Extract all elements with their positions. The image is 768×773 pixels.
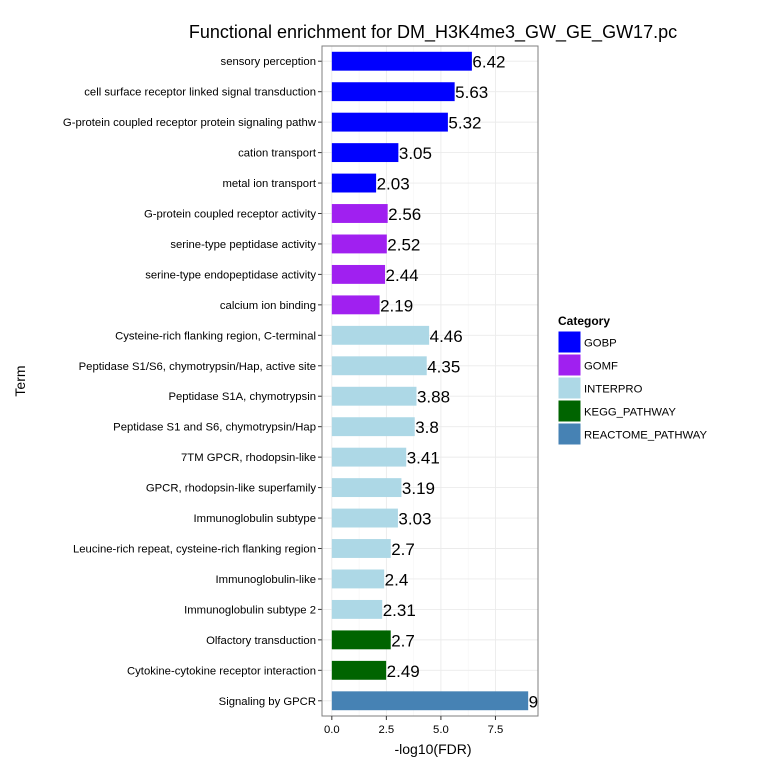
legend-swatch — [557, 422, 582, 446]
legend: Category GOBP GOMF INTERPRO KEGG_PATHWAY REAC… — [557, 314, 707, 446]
bar-value-label: 4.35 — [427, 357, 460, 376]
bar-value-label: 2.4 — [385, 570, 409, 589]
bar-value-label: 3.8 — [415, 418, 439, 437]
y-tick-label: 7TM GPCR, rhodopsin-like — [181, 452, 316, 464]
y-tick-label: cation transport — [238, 148, 317, 160]
y-tick-label: G-protein coupled receptor protein signa… — [63, 117, 317, 129]
y-tick-label: metal ion transport — [222, 178, 316, 190]
bar — [331, 295, 380, 315]
y-tick-label: Leucine-rich repeat, cysteine-rich flank… — [73, 544, 316, 556]
legend-entry-label: GOMF — [584, 361, 618, 373]
plot-area: 6.42 sensory perception 5.63 cell surface r… — [63, 45, 539, 736]
bar-value-label: 2.7 — [391, 631, 415, 650]
bar — [331, 325, 430, 345]
legend-swatch — [557, 330, 582, 354]
bar-value-label: 5.32 — [448, 114, 481, 133]
y-tick-label: G-protein coupled receptor activity — [144, 209, 316, 221]
x-tick-label: 0.0 — [324, 724, 340, 736]
bar-value-label: 6.42 — [472, 53, 505, 72]
y-tick-label: cell surface receptor linked signal tran… — [84, 87, 316, 99]
bar-value-label: 3.19 — [402, 479, 435, 498]
bar-value-label: 2.03 — [377, 175, 410, 194]
y-tick-label: Immunoglobulin subtype — [194, 513, 316, 525]
bar — [331, 143, 399, 163]
y-tick-label: Immunoglobulin-like — [216, 574, 316, 586]
y-tick-label: Signaling by GPCR — [219, 696, 316, 708]
x-tick-label: 5.0 — [433, 724, 449, 736]
bar-value-label: 2.52 — [387, 235, 420, 254]
bar-value-label: 5.63 — [455, 83, 488, 102]
bar — [331, 386, 417, 406]
y-tick-label: Cytokine-cytokine receptor interaction — [127, 665, 316, 677]
x-axis-label: -log10(FDR) — [394, 741, 471, 757]
legend-swatch — [557, 353, 582, 377]
bar-value-label: 9 — [529, 692, 538, 711]
y-tick-label: Peptidase S1A, chymotrypsin — [168, 391, 316, 403]
x-tick-label: 7.5 — [488, 724, 504, 736]
y-tick-label: GPCR, rhodopsin-like superfamily — [146, 483, 316, 495]
bar-value-label: 2.31 — [383, 601, 416, 620]
chart-title: Functional enrichment for DM_H3K4me3_GW_… — [189, 22, 677, 43]
bar — [331, 569, 385, 589]
bar-value-label: 3.41 — [407, 449, 440, 468]
bar — [331, 51, 472, 71]
plot-border — [321, 45, 539, 717]
bar-value-label: 2.49 — [387, 662, 420, 681]
bar — [331, 264, 386, 284]
bar — [331, 112, 448, 132]
bar-value-label: 3.05 — [399, 144, 432, 163]
y-axis-label: Term — [12, 365, 28, 396]
bar-value-label: 4.46 — [430, 327, 463, 346]
bar — [331, 356, 427, 376]
bar-value-label: 2.56 — [388, 205, 421, 224]
y-tick-label: serine-type peptidase activity — [170, 239, 316, 251]
bar — [331, 417, 415, 437]
y-tick-label: calcium ion binding — [220, 300, 316, 312]
legend-entry-label: GOBP — [584, 338, 617, 350]
bar-value-label: 2.44 — [386, 266, 419, 285]
bar — [331, 539, 391, 558]
y-tick-label: serine-type endopeptidase activity — [145, 269, 316, 281]
bar — [331, 478, 402, 498]
bar — [331, 447, 407, 467]
y-tick-label: Immunoglobulin subtype 2 — [184, 604, 316, 616]
y-tick-label: Cysteine-rich flanking region, C-termina… — [115, 330, 316, 342]
legend-swatch — [557, 399, 582, 423]
bar — [331, 691, 529, 711]
y-tick-label: Peptidase S1 and S6, chymotrypsin/Hap — [113, 422, 316, 434]
y-tick-label: Olfactory transduction — [206, 635, 316, 647]
y-tick-label: sensory perception — [221, 56, 316, 68]
legend-entry-label: REACTOME_PATHWAY — [584, 430, 707, 442]
bar — [331, 630, 391, 650]
bar — [331, 204, 388, 223]
y-tick-label: Peptidase S1/S6, chymotrypsin/Hap, activ… — [79, 361, 316, 373]
x-tick-label: 2.5 — [379, 724, 395, 736]
bar — [331, 173, 377, 193]
legend-title: Category — [558, 314, 610, 328]
bar-value-label: 3.88 — [417, 388, 450, 407]
bar — [331, 82, 455, 102]
bar-value-label: 2.19 — [380, 296, 413, 315]
bar-value-label: 2.7 — [391, 540, 415, 559]
bar — [331, 508, 398, 528]
legend-entry-label: KEGG_PATHWAY — [584, 407, 676, 419]
bar — [331, 660, 387, 680]
bar-value-label: 3.03 — [398, 510, 431, 529]
bar — [331, 234, 387, 254]
bar — [331, 599, 383, 619]
legend-entry-label: INTERPRO — [584, 384, 643, 396]
legend-swatch — [557, 376, 582, 400]
